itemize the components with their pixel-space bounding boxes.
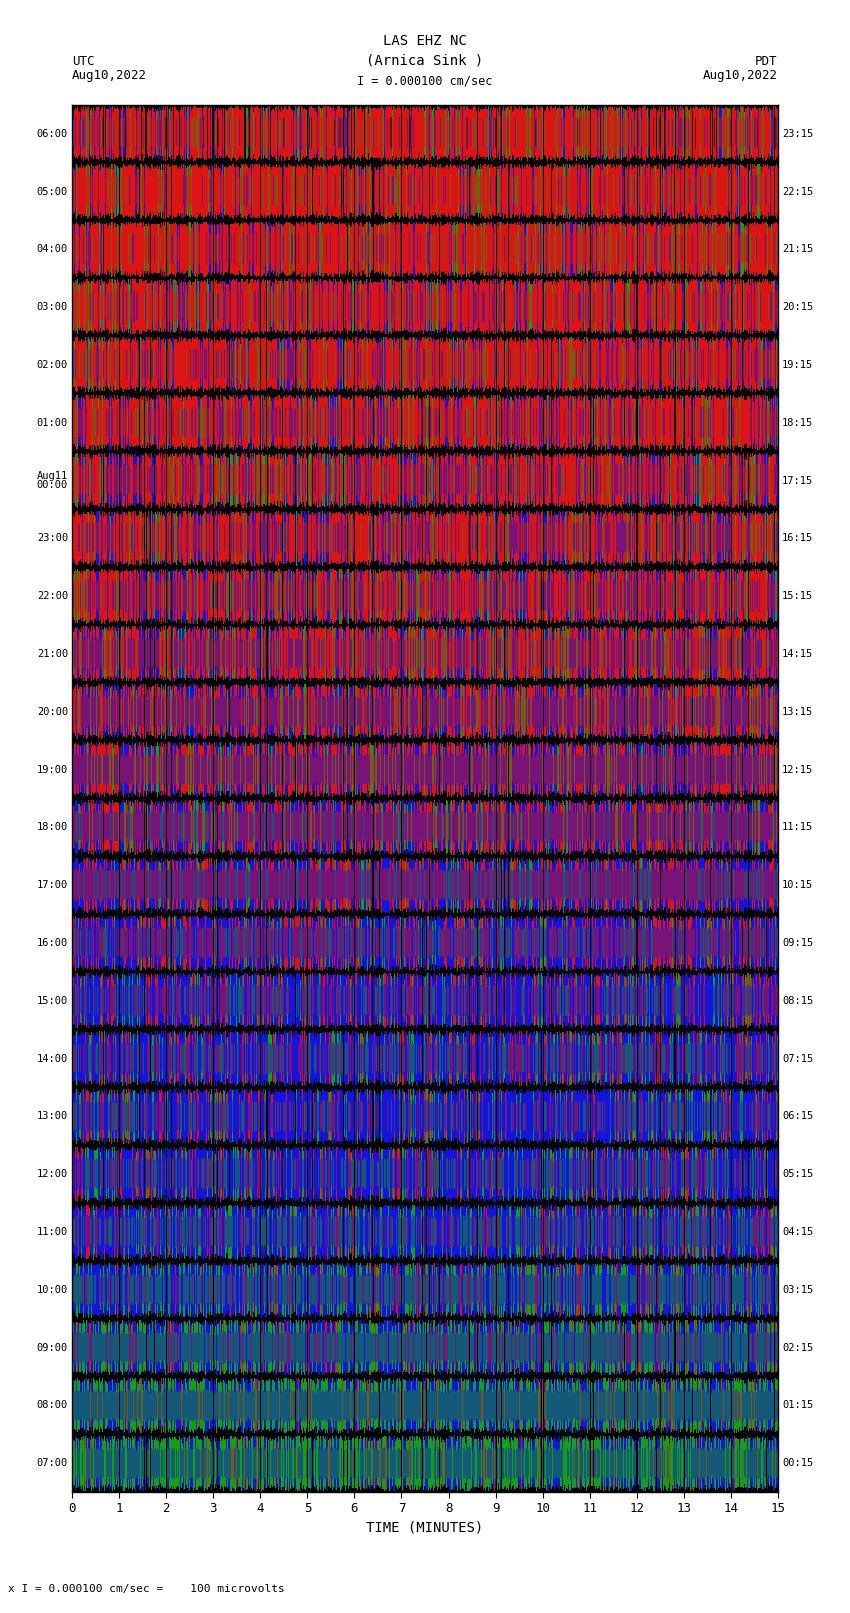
Text: LAS EHZ NC: LAS EHZ NC (383, 34, 467, 48)
Text: 05:00: 05:00 (37, 187, 68, 197)
Text: 08:15: 08:15 (782, 995, 813, 1007)
Text: 04:00: 04:00 (37, 244, 68, 255)
Text: 05:15: 05:15 (782, 1169, 813, 1179)
Text: Aug10,2022: Aug10,2022 (703, 69, 778, 82)
Text: 02:15: 02:15 (782, 1342, 813, 1353)
Text: 22:15: 22:15 (782, 187, 813, 197)
Text: 13:15: 13:15 (782, 706, 813, 716)
Text: 12:00: 12:00 (37, 1169, 68, 1179)
Text: 09:15: 09:15 (782, 937, 813, 948)
Text: 14:00: 14:00 (37, 1053, 68, 1063)
Text: 12:15: 12:15 (782, 765, 813, 774)
Text: 19:00: 19:00 (37, 765, 68, 774)
Text: 19:15: 19:15 (782, 360, 813, 369)
Text: 01:00: 01:00 (37, 418, 68, 427)
Text: 20:15: 20:15 (782, 302, 813, 313)
Text: Aug10,2022: Aug10,2022 (72, 69, 147, 82)
Text: 20:00: 20:00 (37, 706, 68, 716)
Text: 00:15: 00:15 (782, 1458, 813, 1468)
Text: 09:00: 09:00 (37, 1342, 68, 1353)
Text: 02:00: 02:00 (37, 360, 68, 369)
Text: 07:15: 07:15 (782, 1053, 813, 1063)
Text: 03:00: 03:00 (37, 302, 68, 313)
Text: 10:15: 10:15 (782, 881, 813, 890)
Text: 16:15: 16:15 (782, 534, 813, 544)
Text: 04:15: 04:15 (782, 1227, 813, 1237)
Text: 00:00: 00:00 (37, 481, 68, 490)
Text: 06:15: 06:15 (782, 1111, 813, 1121)
Text: UTC: UTC (72, 55, 94, 68)
Text: (Arnica Sink ): (Arnica Sink ) (366, 53, 484, 68)
Text: PDT: PDT (756, 55, 778, 68)
Text: I = 0.000100 cm/sec: I = 0.000100 cm/sec (357, 74, 493, 87)
Text: 21:15: 21:15 (782, 244, 813, 255)
Text: 11:15: 11:15 (782, 823, 813, 832)
Text: 15:15: 15:15 (782, 590, 813, 602)
Text: 08:00: 08:00 (37, 1400, 68, 1410)
Text: 15:00: 15:00 (37, 995, 68, 1007)
Text: 03:15: 03:15 (782, 1284, 813, 1295)
Text: 06:00: 06:00 (37, 129, 68, 139)
Text: 23:15: 23:15 (782, 129, 813, 139)
Text: 18:00: 18:00 (37, 823, 68, 832)
Text: 14:15: 14:15 (782, 648, 813, 660)
Text: 21:00: 21:00 (37, 648, 68, 660)
Text: 23:00: 23:00 (37, 534, 68, 544)
Text: 22:00: 22:00 (37, 590, 68, 602)
Text: Aug11: Aug11 (37, 471, 68, 481)
X-axis label: TIME (MINUTES): TIME (MINUTES) (366, 1521, 484, 1536)
Text: 01:15: 01:15 (782, 1400, 813, 1410)
Text: 18:15: 18:15 (782, 418, 813, 427)
Text: x I = 0.000100 cm/sec =    100 microvolts: x I = 0.000100 cm/sec = 100 microvolts (8, 1584, 286, 1594)
Text: 16:00: 16:00 (37, 937, 68, 948)
Text: 13:00: 13:00 (37, 1111, 68, 1121)
Text: 07:00: 07:00 (37, 1458, 68, 1468)
Text: 17:00: 17:00 (37, 881, 68, 890)
Text: 17:15: 17:15 (782, 476, 813, 486)
Text: 10:00: 10:00 (37, 1284, 68, 1295)
Text: 11:00: 11:00 (37, 1227, 68, 1237)
